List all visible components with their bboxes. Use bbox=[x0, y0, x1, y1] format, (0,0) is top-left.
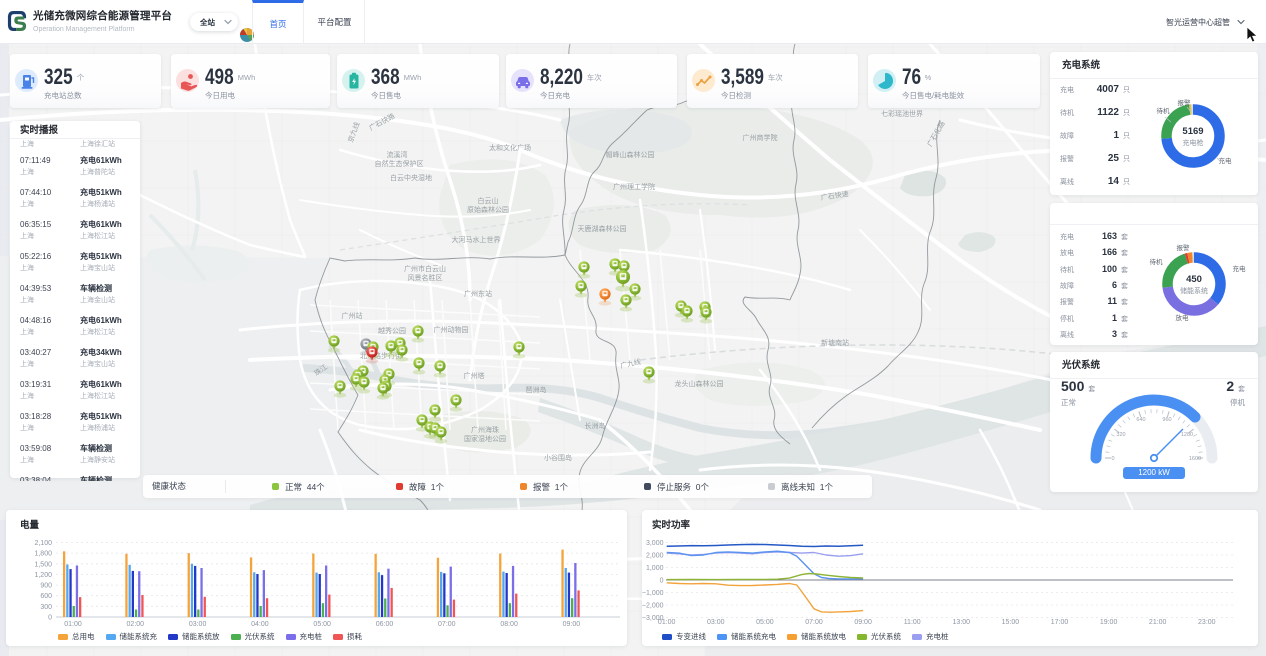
svg-text:太和文化广场: 太和文化广场 bbox=[489, 143, 531, 152]
svg-text:广州理工学院: 广州理工学院 bbox=[613, 182, 655, 191]
svg-text:报警: 报警 bbox=[1177, 243, 1191, 252]
svg-text:天鹿湖森林公园: 天鹿湖森林公园 bbox=[578, 224, 627, 233]
svg-text:0: 0 bbox=[1111, 456, 1114, 462]
svg-text:小谷围岛: 小谷围岛 bbox=[544, 453, 572, 462]
svg-text:越秀公园: 越秀公园 bbox=[378, 326, 406, 335]
svg-text:帽峰山森林公园: 帽峰山森林公园 bbox=[606, 150, 655, 159]
svg-text:−1,000: −1,000 bbox=[642, 590, 664, 597]
svg-text:17:00: 17:00 bbox=[1051, 619, 1069, 626]
svg-text:−2,000: −2,000 bbox=[642, 603, 664, 610]
svg-text:−3,000: −3,000 bbox=[642, 615, 664, 622]
svg-text:广州海珠: 广州海珠 bbox=[471, 425, 499, 434]
svg-text:05:00: 05:00 bbox=[756, 619, 774, 626]
svg-text:1,000: 1,000 bbox=[646, 565, 664, 572]
svg-text:23:00: 23:00 bbox=[1198, 619, 1216, 626]
svg-text:报警: 报警 bbox=[1178, 98, 1192, 107]
svg-text:白云中央湿地: 白云中央湿地 bbox=[390, 173, 432, 182]
svg-text:06:00: 06:00 bbox=[376, 621, 394, 628]
svg-text:1600: 1600 bbox=[1189, 456, 1201, 462]
svg-text:07:00: 07:00 bbox=[805, 619, 823, 626]
svg-text:01:00: 01:00 bbox=[64, 621, 82, 628]
svg-text:1,500: 1,500 bbox=[34, 561, 52, 568]
svg-text:待机: 待机 bbox=[1157, 106, 1171, 115]
svg-text:广州动物园: 广州动物园 bbox=[434, 325, 469, 334]
svg-text:2,100: 2,100 bbox=[34, 540, 52, 547]
svg-text:充电: 充电 bbox=[1219, 156, 1233, 165]
svg-text:广州站: 广州站 bbox=[342, 311, 363, 320]
svg-text:5169: 5169 bbox=[1182, 126, 1203, 137]
svg-text:广州塔: 广州塔 bbox=[464, 371, 485, 380]
svg-text:北京路步行街: 北京路步行街 bbox=[360, 351, 402, 360]
svg-text:广州东站: 广州东站 bbox=[464, 289, 492, 298]
svg-text:15:00: 15:00 bbox=[1002, 619, 1020, 626]
svg-text:长洲岛: 长洲岛 bbox=[585, 421, 606, 430]
svg-text:待机: 待机 bbox=[1150, 257, 1164, 266]
svg-text:0: 0 bbox=[48, 615, 52, 622]
svg-text:300: 300 bbox=[40, 604, 52, 611]
svg-text:新塘南站: 新塘南站 bbox=[821, 338, 849, 347]
svg-text:09:00: 09:00 bbox=[854, 619, 872, 626]
svg-text:2,000: 2,000 bbox=[646, 553, 664, 560]
svg-text:储能系统: 储能系统 bbox=[1180, 286, 1208, 295]
svg-text:白云山: 白云山 bbox=[478, 196, 499, 205]
svg-text:13:00: 13:00 bbox=[953, 619, 971, 626]
svg-text:01:00: 01:00 bbox=[658, 619, 676, 626]
svg-text:充电: 充电 bbox=[1233, 264, 1247, 273]
svg-text:七彩瑶池世界: 七彩瑶池世界 bbox=[881, 109, 923, 118]
svg-text:国家湿地公园: 国家湿地公园 bbox=[464, 434, 506, 443]
svg-text:流溪湾: 流溪湾 bbox=[387, 150, 408, 159]
svg-text:0: 0 bbox=[660, 578, 664, 585]
svg-text:1280: 1280 bbox=[1181, 432, 1193, 438]
svg-text:风景名胜区: 风景名胜区 bbox=[408, 273, 443, 282]
svg-text:08:00: 08:00 bbox=[500, 621, 518, 628]
svg-text:450: 450 bbox=[1186, 274, 1202, 285]
svg-text:3,000: 3,000 bbox=[646, 540, 664, 547]
svg-text:02:00: 02:00 bbox=[127, 621, 145, 628]
svg-text:320: 320 bbox=[1116, 432, 1125, 438]
svg-text:900: 900 bbox=[40, 583, 52, 590]
svg-text:龙头山森林公园: 龙头山森林公园 bbox=[675, 379, 724, 388]
svg-text:07:00: 07:00 bbox=[438, 621, 456, 628]
svg-text:广州市白云山: 广州市白云山 bbox=[404, 264, 446, 273]
svg-text:充电枪: 充电枪 bbox=[1183, 138, 1204, 147]
svg-text:自然生态保护区: 自然生态保护区 bbox=[375, 159, 424, 168]
svg-text:05:00: 05:00 bbox=[313, 621, 331, 628]
svg-text:大河马水上世界: 大河马水上世界 bbox=[452, 235, 501, 244]
svg-text:11:00: 11:00 bbox=[904, 619, 921, 626]
svg-text:放电: 放电 bbox=[1176, 313, 1190, 322]
svg-text:1,200: 1,200 bbox=[34, 572, 52, 579]
svg-text:960: 960 bbox=[1162, 417, 1171, 423]
svg-text:原始森林公园: 原始森林公园 bbox=[467, 205, 509, 214]
svg-text:03:00: 03:00 bbox=[707, 619, 725, 626]
svg-text:09:00: 09:00 bbox=[563, 621, 581, 628]
svg-text:广州商学院: 广州商学院 bbox=[743, 133, 778, 142]
svg-text:1,800: 1,800 bbox=[34, 551, 52, 558]
svg-text:琶洲岛: 琶洲岛 bbox=[526, 385, 547, 394]
svg-text:03:00: 03:00 bbox=[189, 621, 207, 628]
svg-text:21:00: 21:00 bbox=[1149, 619, 1167, 626]
svg-text:640: 640 bbox=[1136, 417, 1145, 423]
svg-text:19:00: 19:00 bbox=[1100, 619, 1118, 626]
svg-text:600: 600 bbox=[40, 593, 52, 600]
svg-text:04:00: 04:00 bbox=[251, 621, 269, 628]
